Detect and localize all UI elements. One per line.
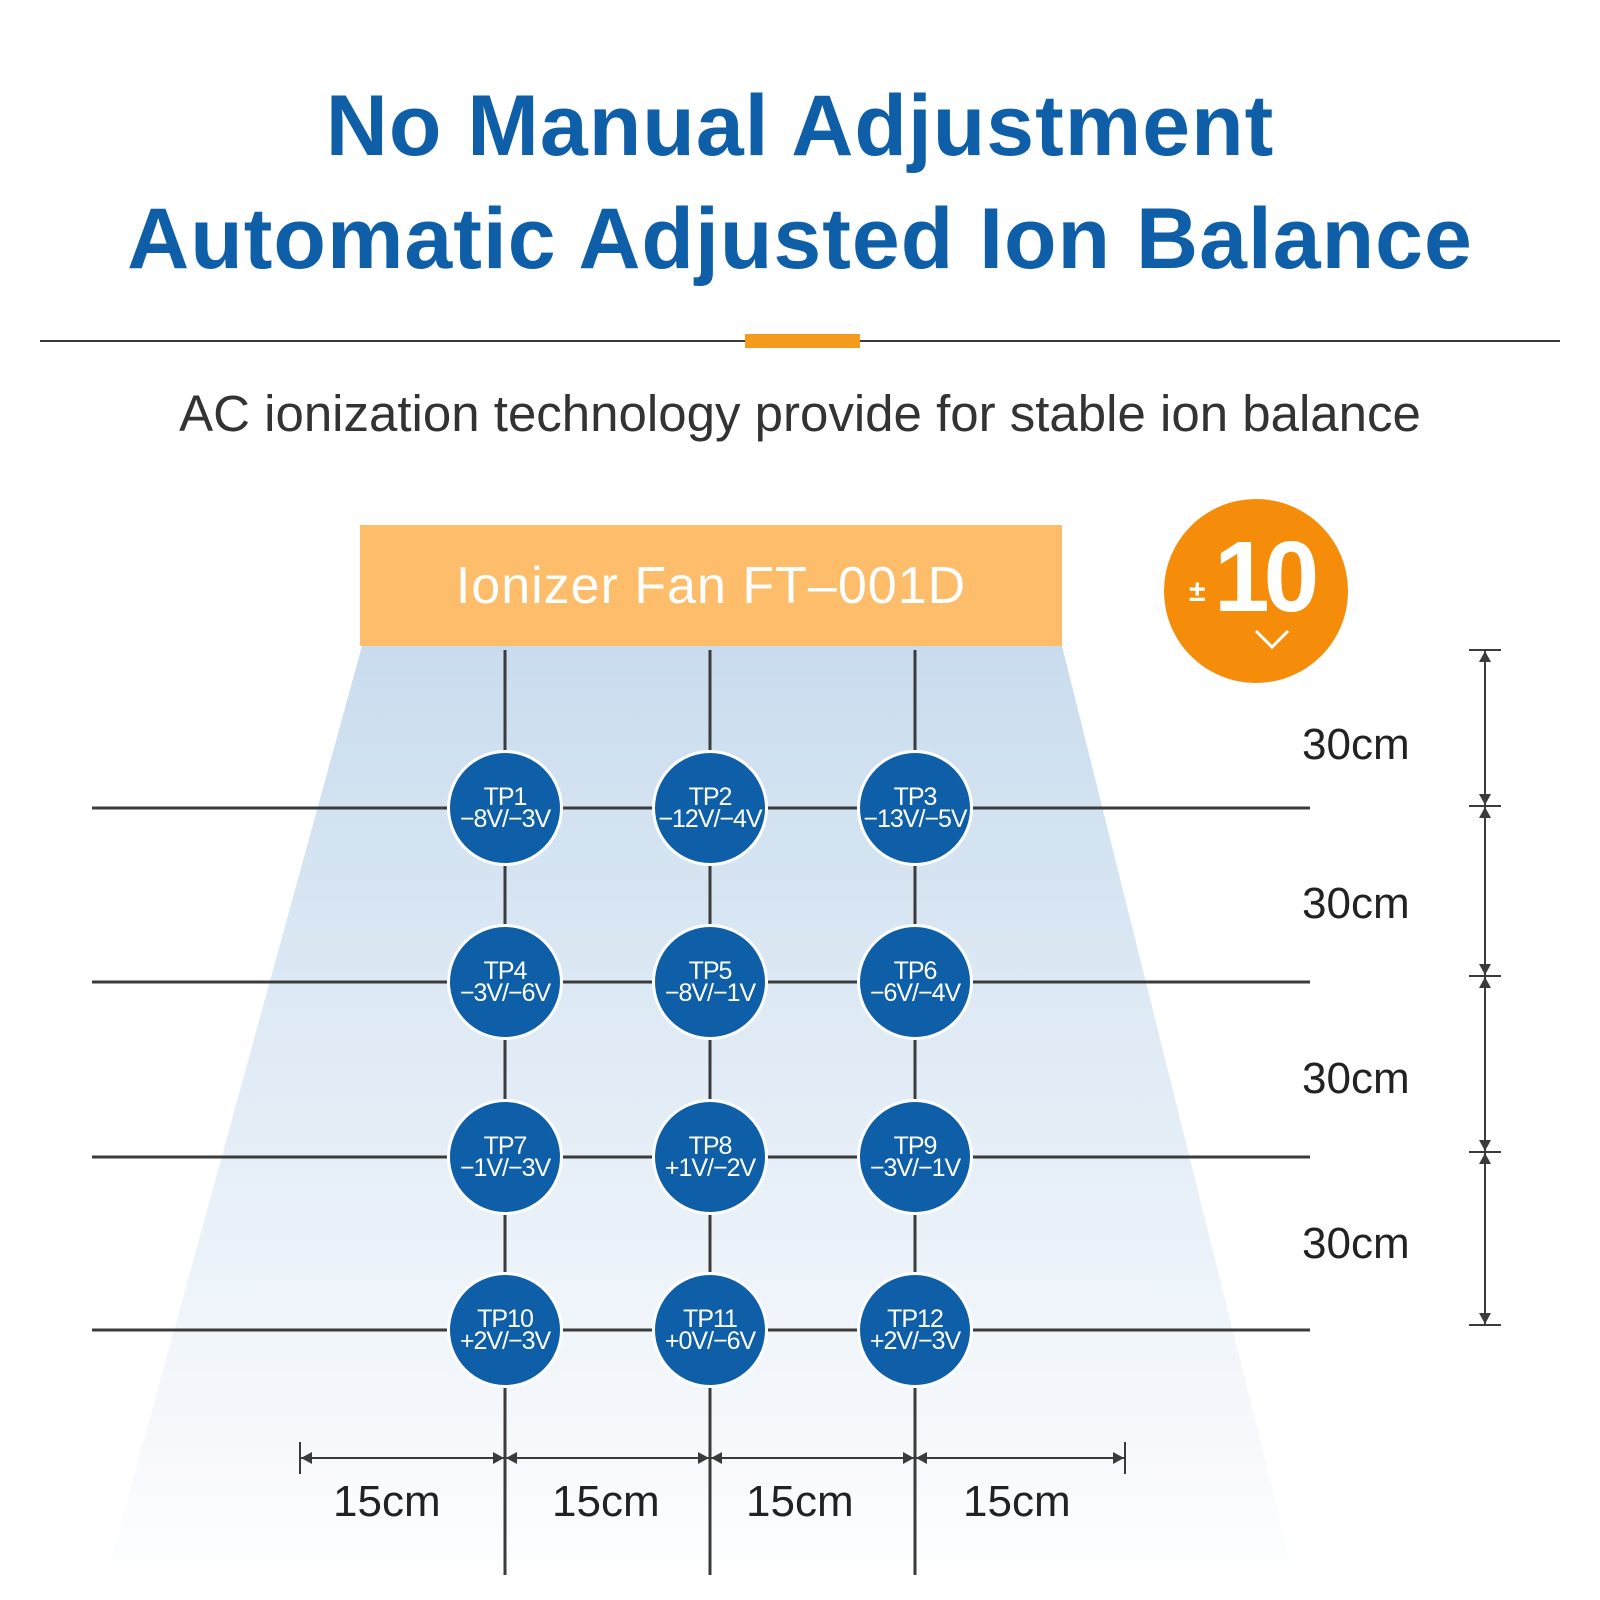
test-point-name: TP4 [483, 957, 528, 985]
vertical-dimension-label: 30cm [1302, 1054, 1410, 1103]
test-point-tp5: TP5 −8V/−1V [652, 924, 768, 1040]
test-point-name: TP2 [688, 783, 733, 811]
test-point-name: TP6 [893, 957, 938, 985]
test-point-value: +1V/−2V [664, 1154, 756, 1182]
horizontal-dimension-label: 15cm [746, 1477, 854, 1526]
vertical-dimension-label: 30cm [1302, 879, 1410, 928]
arrow-left-icon [506, 1452, 517, 1464]
badge-plus-minus: ± [1189, 575, 1206, 608]
arrow-right-icon [698, 1452, 709, 1464]
test-point-name: TP10 [477, 1305, 534, 1333]
test-point-name: TP3 [893, 783, 938, 811]
test-point-value: −8V/−1V [664, 979, 756, 1007]
test-point-name: TP11 [683, 1305, 738, 1333]
test-point-value: −3V/−6V [459, 979, 551, 1007]
test-point-tp1: TP1 −8V/−3V [447, 750, 563, 866]
test-point-tp12: TP12 +2V/−3V [857, 1272, 973, 1388]
arrow-up-icon [1479, 977, 1491, 988]
test-point-name: TP1 [483, 783, 528, 811]
test-point-name: TP12 [887, 1305, 944, 1333]
test-point-value: +2V/−3V [869, 1327, 961, 1355]
test-point-name: TP9 [893, 1132, 938, 1160]
ionizer-fan-label: Ionizer Fan FT–001D [455, 556, 967, 615]
vertical-dimension-label: 30cm [1302, 720, 1410, 769]
test-point-name: TP5 [688, 957, 733, 985]
test-point-value: +2V/−3V [459, 1327, 551, 1355]
subtitle: AC ionization technology provide for sta… [179, 385, 1421, 442]
test-point-tp9: TP9 −3V/−1V [857, 1099, 973, 1215]
arrow-left-icon [916, 1452, 927, 1464]
test-point-value: −3V/−1V [869, 1154, 961, 1182]
test-point-tp4: TP4 −3V/−6V [447, 924, 563, 1040]
test-point-name: TP7 [483, 1132, 528, 1160]
horizontal-dimension-label: 15cm [963, 1477, 1071, 1526]
arrow-down-icon [1479, 964, 1491, 975]
arrow-right-icon [1113, 1452, 1124, 1464]
title-line-1: No Manual Adjustment [325, 78, 1275, 174]
horizontal-dimension-label: 15cm [552, 1477, 660, 1526]
arrow-up-icon [1479, 651, 1491, 662]
arrow-down-icon [1479, 1313, 1491, 1324]
test-point-tp7: TP7 −1V/−3V [447, 1099, 563, 1215]
arrow-right-icon [903, 1452, 914, 1464]
arrow-left-icon [301, 1452, 312, 1464]
test-point-tp3: TP3 −13V/−5V [857, 750, 973, 866]
horizontal-dimension-label: 15cm [333, 1477, 441, 1526]
test-point-tp2: TP2 −12V/−4V [652, 750, 768, 866]
test-point-tp6: TP6 −6V/−4V [857, 924, 973, 1040]
divider-accent [745, 334, 860, 348]
arrow-left-icon [711, 1452, 722, 1464]
test-point-value: −8V/−3V [459, 805, 551, 833]
ionizer-fan-box: Ionizer Fan FT–001D [360, 525, 1062, 646]
arrow-down-icon [1479, 1140, 1491, 1151]
test-point-tp10: TP10 +2V/−3V [447, 1272, 563, 1388]
arrow-up-icon [1479, 1153, 1491, 1164]
badge-value: 10 [1214, 521, 1319, 633]
test-point-name: TP8 [688, 1132, 733, 1160]
test-point-value: −12V/−4V [658, 805, 762, 833]
test-point-value: +0V/−6V [664, 1327, 756, 1355]
chevron-down-icon [1254, 629, 1290, 650]
test-point-value: −6V/−4V [869, 979, 961, 1007]
arrow-up-icon [1479, 807, 1491, 818]
test-point-tp11: TP11 +0V/−6V [652, 1272, 768, 1388]
balance-badge: ± 10 [1164, 499, 1348, 683]
test-point-value: −13V/−5V [863, 805, 967, 833]
test-point-value: −1V/−3V [459, 1154, 551, 1182]
test-point-tp8: TP8 +1V/−2V [652, 1099, 768, 1215]
arrow-down-icon [1479, 794, 1491, 805]
vertical-dimension-label: 30cm [1302, 1219, 1410, 1268]
arrow-right-icon [493, 1452, 504, 1464]
title-line-2: Automatic Adjusted Ion Balance [127, 191, 1473, 287]
